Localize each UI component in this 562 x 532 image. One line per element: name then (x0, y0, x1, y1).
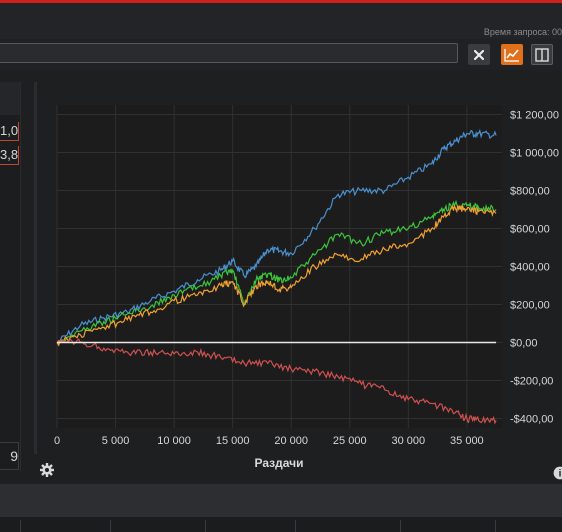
x-tick-label: 30 000 (391, 435, 425, 447)
svg-text:i: i (559, 469, 562, 480)
gear-icon[interactable] (39, 462, 55, 478)
y-tick-label: -$400,00 (510, 414, 553, 426)
chart-view-button[interactable] (501, 44, 523, 65)
stats-bottom-cell: 9 (0, 442, 19, 470)
chart-grid (56, 105, 502, 428)
status-separator (110, 520, 111, 532)
series-line-2 (56, 199, 497, 345)
x-axis-ticks: 0 5 000 10 000 15 000 20 000 25 000 30 000 35 0… (54, 435, 484, 447)
status-separator (20, 520, 21, 532)
panel-splitter[interactable] (34, 82, 37, 454)
x-tick-label: 35 000 (450, 435, 484, 447)
stats-cell-b: 3,8 (0, 146, 19, 165)
series-line-4 (56, 338, 497, 425)
info-icon[interactable]: i (553, 466, 562, 480)
query-time-label: Время запроса: 00 (483, 27, 562, 37)
winnings-chart: 0 5 000 10 000 15 000 20 000 25 000 30 000 35 0… (54, 105, 559, 470)
top-toolbar: Время запроса: 00 (0, 3, 562, 39)
y-tick-label: $600,00 (510, 224, 550, 236)
filter-row (0, 39, 562, 70)
status-separator (295, 520, 296, 532)
y-tick-label: $0,00 (510, 338, 538, 350)
y-tick-label: $1 000,00 (510, 148, 559, 160)
close-icon (474, 49, 484, 60)
split-view-icon (535, 47, 549, 62)
series-line-1 (56, 128, 497, 343)
stats-panel-header (0, 82, 20, 115)
x-tick-label: 20 000 (274, 435, 308, 447)
y-tick-label: -$200,00 (510, 376, 553, 388)
y-tick-label: $1 200,00 (510, 110, 559, 122)
y-axis-ticks: $1 200,00 $1 000,00 $800,00 $600,00 $400,00 $… (510, 110, 559, 426)
chart-series (56, 128, 497, 425)
stats-cell-a: 1,0 (0, 122, 19, 141)
y-tick-label: $800,00 (510, 186, 550, 198)
status-separator (205, 520, 206, 532)
line-chart-icon (504, 48, 519, 62)
status-bar (0, 517, 562, 532)
split-view-button[interactable] (531, 44, 553, 65)
bottom-panel (0, 484, 562, 517)
status-separator (400, 520, 401, 532)
filter-input[interactable] (0, 43, 458, 63)
top-accent-line (0, 0, 562, 3)
x-tick-label: 10 000 (157, 435, 191, 447)
clear-filter-button[interactable] (468, 44, 490, 65)
x-tick-label: 5 000 (102, 435, 130, 447)
x-tick-label: 0 (54, 435, 60, 447)
stats-panel: 1,0 3,8 9 (0, 82, 21, 471)
x-tick-label: 15 000 (216, 435, 250, 447)
x-axis-label: Раздачи (255, 456, 304, 470)
x-tick-label: 25 000 (333, 435, 367, 447)
series-line-3 (56, 203, 497, 347)
y-tick-label: $200,00 (510, 300, 550, 312)
y-tick-label: $400,00 (510, 262, 550, 274)
status-separator (495, 520, 496, 532)
